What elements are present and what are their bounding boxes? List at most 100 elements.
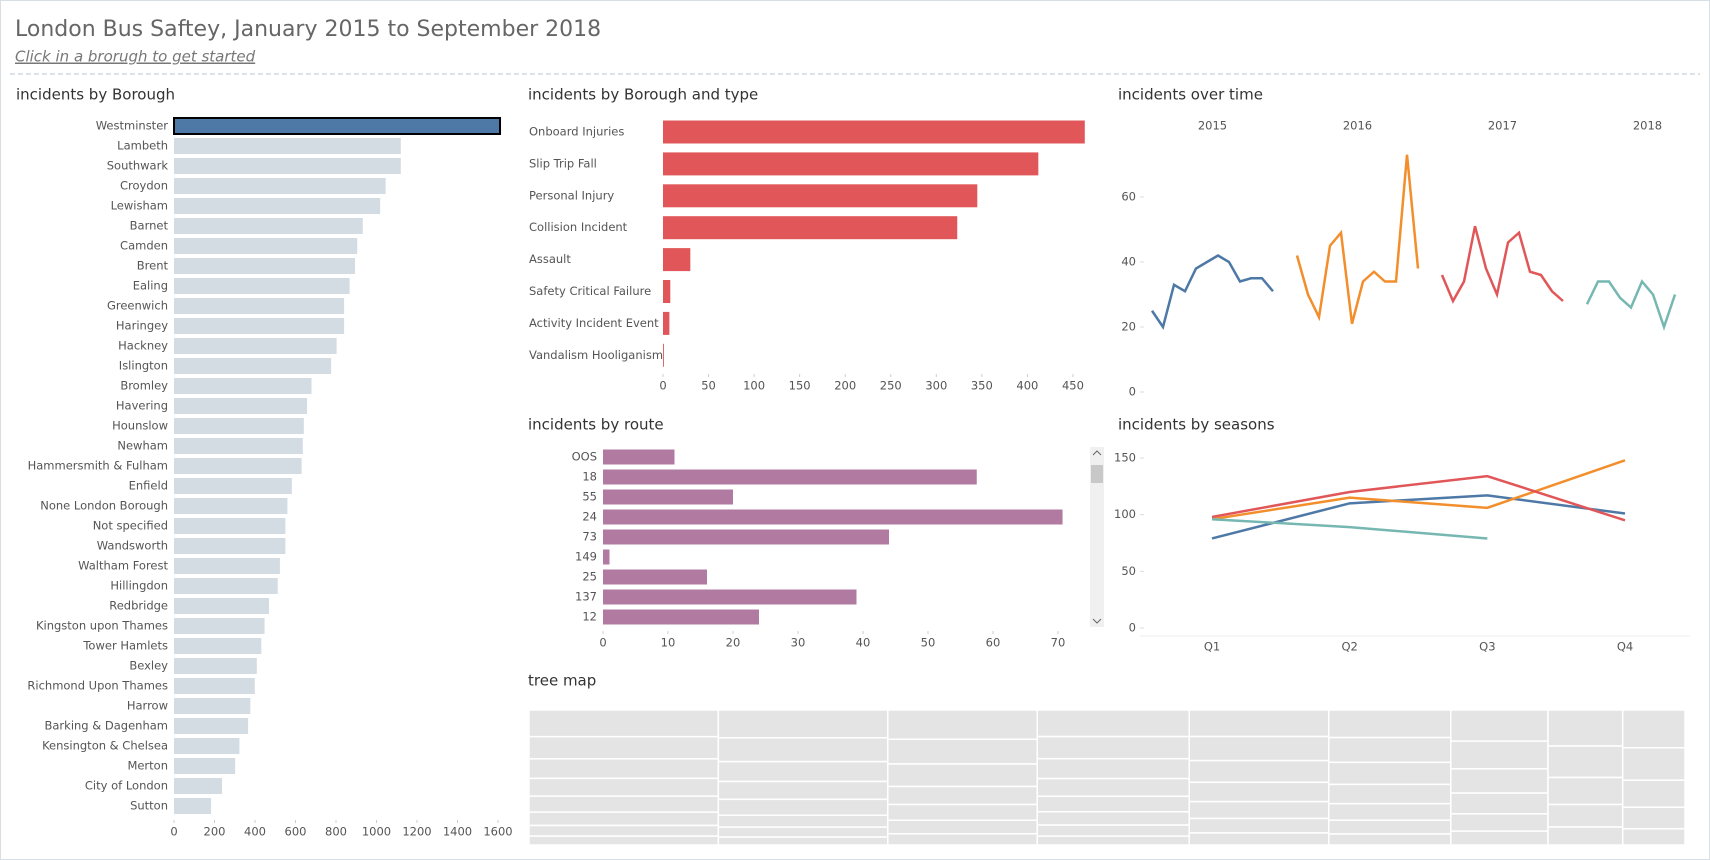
bar[interactable]: [174, 138, 401, 154]
bar[interactable]: [603, 569, 707, 585]
treemap-cell[interactable]: [1036, 795, 1190, 813]
bar[interactable]: [603, 469, 977, 485]
treemap-cell[interactable]: [1450, 792, 1549, 815]
category-label[interactable]: Brent: [137, 259, 169, 273]
bar[interactable]: [174, 498, 288, 514]
treemap-cell[interactable]: [717, 826, 889, 838]
scroll-thumb[interactable]: [1091, 465, 1103, 483]
treemap-cell[interactable]: [1327, 819, 1452, 835]
treemap-cell[interactable]: [528, 835, 720, 846]
treemap-cell[interactable]: [1188, 759, 1330, 784]
dashboard-subtitle[interactable]: Click in a brorugh to get started: [15, 48, 256, 66]
treemap-cell[interactable]: [1327, 833, 1452, 846]
treemap-cell[interactable]: [887, 763, 1038, 788]
bar[interactable]: [174, 758, 236, 774]
category-label[interactable]: Newham: [117, 439, 168, 453]
bar[interactable]: [174, 158, 401, 174]
line[interactable]: [1440, 225, 1564, 304]
category-label[interactable]: Barnet: [130, 219, 169, 233]
category-label[interactable]: 12: [582, 610, 597, 624]
category-label[interactable]: Sutton: [130, 799, 168, 813]
category-label[interactable]: Redbridge: [109, 599, 168, 613]
treemap-cell[interactable]: [1621, 709, 1686, 749]
bar[interactable]: [173, 117, 502, 135]
category-label[interactable]: Hackney: [118, 339, 168, 353]
treemap-cell[interactable]: [1621, 747, 1686, 781]
bar[interactable]: [174, 478, 292, 494]
category-label[interactable]: Ealing: [133, 279, 168, 293]
bar[interactable]: [603, 589, 857, 605]
line[interactable]: [1211, 459, 1626, 521]
bar[interactable]: [663, 343, 664, 367]
bar[interactable]: [174, 738, 240, 754]
category-label[interactable]: Tower Hamlets: [82, 639, 168, 653]
category-label[interactable]: Vandalism Hooliganism: [529, 348, 663, 362]
treemap-cell[interactable]: [717, 780, 889, 801]
treemap-cell[interactable]: [528, 811, 720, 827]
bar[interactable]: [174, 278, 350, 294]
bar[interactable]: [174, 558, 280, 574]
bar[interactable]: [174, 458, 302, 474]
category-label[interactable]: Wandsworth: [97, 539, 168, 553]
category-label[interactable]: Hillingdon: [110, 579, 168, 593]
category-label[interactable]: None London Borough: [40, 499, 168, 513]
treemap-cell[interactable]: [1188, 781, 1330, 803]
line[interactable]: [1211, 517, 1488, 540]
treemap-cell[interactable]: [1327, 802, 1452, 821]
treemap-cell[interactable]: [887, 803, 1038, 821]
category-label[interactable]: 137: [575, 590, 597, 604]
treemap-cell[interactable]: [1188, 817, 1330, 834]
bar[interactable]: [663, 248, 691, 272]
category-label[interactable]: 55: [582, 490, 597, 504]
category-label[interactable]: Greenwich: [107, 299, 168, 313]
line[interactable]: [1585, 279, 1677, 331]
treemap-cell[interactable]: [887, 785, 1038, 806]
treemap-cell[interactable]: [1188, 832, 1330, 846]
treemap-cell[interactable]: [528, 777, 720, 797]
bar[interactable]: [174, 698, 251, 714]
bar[interactable]: [603, 509, 1063, 525]
bar[interactable]: [174, 378, 312, 394]
treemap-cell[interactable]: [1327, 736, 1452, 764]
line[interactable]: [1295, 154, 1420, 325]
treemap-cell[interactable]: [1036, 835, 1190, 846]
bar[interactable]: [174, 618, 265, 634]
bar[interactable]: [174, 538, 286, 554]
category-label[interactable]: Bexley: [129, 659, 168, 673]
category-label[interactable]: Onboard Injuries: [529, 125, 624, 139]
treemap-cell[interactable]: [717, 798, 889, 816]
treemap-cell[interactable]: [1188, 800, 1330, 820]
category-label[interactable]: Islington: [119, 359, 168, 373]
treemap-cell[interactable]: [717, 814, 889, 828]
treemap-cell[interactable]: [1450, 709, 1549, 742]
category-label[interactable]: Assault: [529, 252, 571, 266]
treemap-cell[interactable]: [1036, 757, 1190, 780]
scroll-arrows[interactable]: [1092, 450, 1102, 624]
treemap-cell[interactable]: [1327, 783, 1452, 805]
treemap-cell[interactable]: [717, 737, 889, 763]
bar[interactable]: [603, 609, 759, 625]
category-label[interactable]: Westminster: [96, 119, 169, 133]
treemap-cell[interactable]: [1036, 709, 1190, 738]
category-label[interactable]: Collision Incident: [529, 220, 628, 234]
bar[interactable]: [174, 258, 356, 274]
treemap-cell[interactable]: [1188, 709, 1330, 738]
scrollbar[interactable]: [1090, 447, 1104, 627]
treemap-cell[interactable]: [1036, 824, 1190, 837]
category-label[interactable]: Enfield: [129, 479, 168, 493]
category-label[interactable]: Slip Trip Fall: [529, 156, 597, 170]
category-label[interactable]: Haringey: [116, 319, 168, 333]
category-label[interactable]: Barking & Dagenham: [45, 719, 169, 733]
treemap-cell[interactable]: [1547, 826, 1624, 846]
category-label[interactable]: Richmond Upon Thames: [27, 679, 168, 693]
treemap-cell[interactable]: [887, 819, 1038, 835]
treemap-cell[interactable]: [717, 709, 889, 739]
treemap-cell[interactable]: [528, 735, 720, 760]
category-label[interactable]: Harrow: [127, 699, 168, 713]
treemap-cell[interactable]: [1188, 735, 1330, 762]
bar[interactable]: [174, 178, 386, 194]
category-label[interactable]: 18: [582, 470, 597, 484]
category-label[interactable]: Kingston upon Thames: [36, 619, 168, 633]
treemap-cell[interactable]: [1450, 768, 1549, 794]
bar[interactable]: [663, 152, 1039, 176]
